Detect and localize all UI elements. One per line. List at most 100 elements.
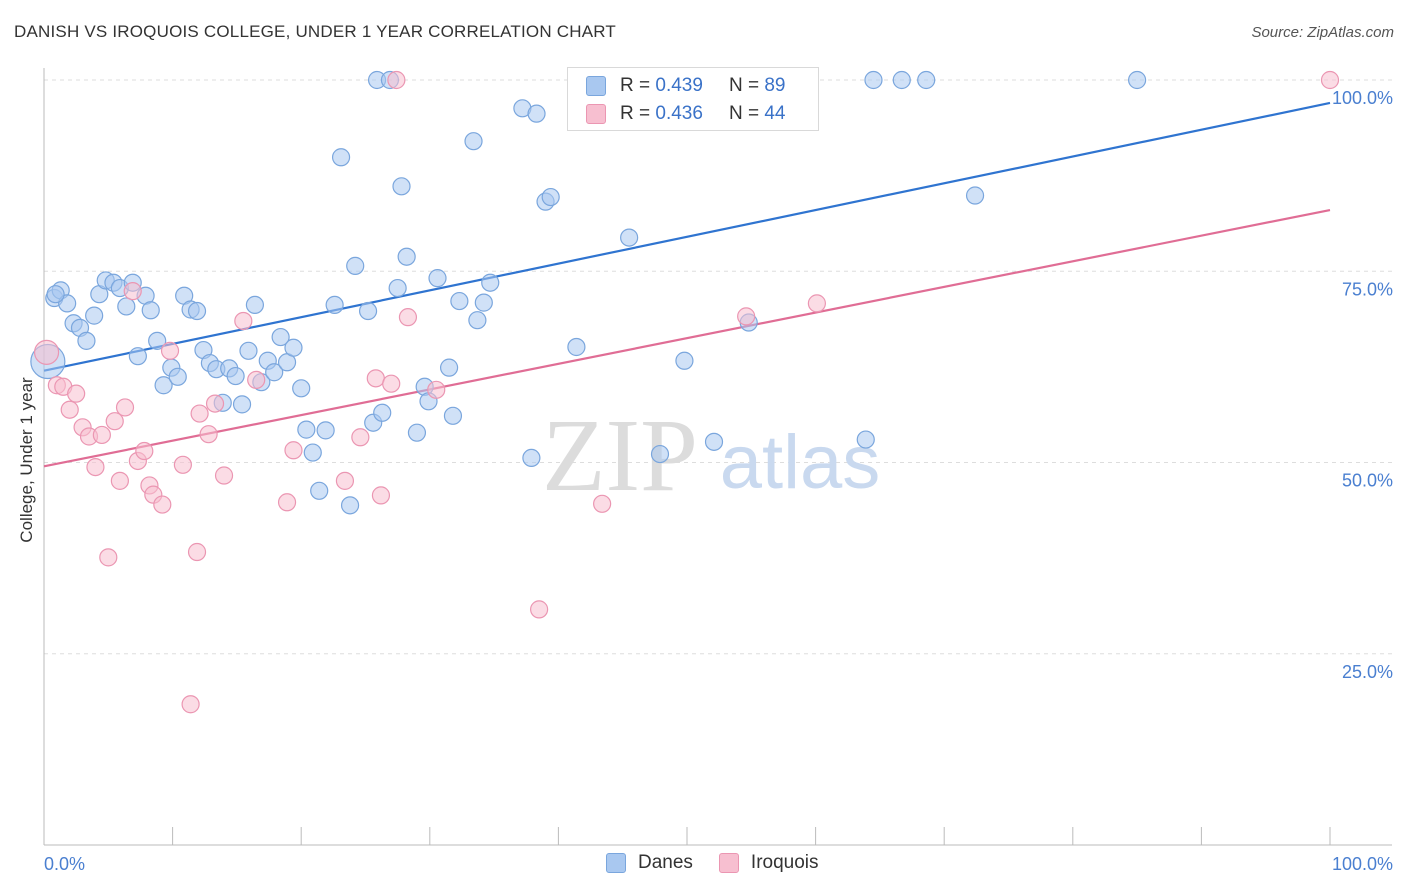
data-point-danes [77,331,96,350]
data-point-iroquois [277,493,297,512]
data-point-danes [316,421,335,440]
data-point-danes [271,327,290,347]
data-point-danes [1127,70,1147,90]
data-point-danes [245,295,265,315]
data-point-iroquois [92,425,111,445]
data-point-iroquois [351,428,370,447]
source-label: Source: ZipAtlas.com [1251,24,1394,41]
data-point-iroquois [199,425,218,444]
n-label: N = [728,75,760,96]
data-point-iroquois [807,294,826,313]
data-point-danes [704,432,724,451]
data-point-danes [265,363,284,382]
data-point-iroquois [153,495,172,514]
data-point-danes [650,444,670,464]
data-point-iroquois [247,370,266,389]
data-point-iroquois [105,412,124,431]
iroquois-swatch [718,853,739,873]
series-legend: Danes Iroquois [606,852,845,874]
trend-line-iroquois [43,208,1331,468]
data-point-danes [464,132,483,151]
trend-line-danes [43,101,1331,372]
data-point-iroquois [366,369,385,388]
data-point-iroquois [427,380,446,399]
data-point-danes [331,148,351,167]
data-point-danes [154,376,173,395]
data-point-danes [232,395,252,414]
data-point-danes [428,269,447,288]
data-point-iroquois [284,441,303,460]
data-point-danes [85,306,104,325]
y-tick-label: 75.0% [1342,279,1393,299]
data-point-danes [46,285,65,304]
data-point-danes [187,301,207,321]
data-point-danes [856,430,875,449]
danes-swatch [586,76,606,96]
legend-danes-label: Danes [638,852,693,873]
data-point-iroquois [530,600,549,619]
data-point-iroquois [190,404,209,423]
data-point-danes [292,379,311,398]
data-point-iroquois [205,394,225,413]
data-point-danes [450,291,469,311]
data-point-danes [407,423,427,442]
data-point-danes [522,448,541,468]
data-point-danes [481,273,500,292]
data-point-danes [439,358,459,377]
data-point-danes [226,366,245,386]
data-point-danes [527,104,546,123]
data-point-iroquois [160,341,180,360]
watermark-zip: ZIP [542,398,698,513]
data-point-danes [297,420,316,439]
data-point-iroquois [371,486,391,505]
data-point-iroquois [86,457,105,477]
x-tick-label: 100.0% [1332,854,1393,874]
data-point-danes [310,481,329,500]
legend-item-danes[interactable]: Danes [606,852,693,874]
data-point-danes [892,70,911,90]
y-tick-label: 50.0% [1342,471,1393,491]
trend-lines [43,101,1331,468]
data-point-iroquois [173,455,192,474]
y-axis-label: College, Under 1 year [17,377,36,543]
data-point-danes [148,331,167,350]
n-label: N = [728,103,760,124]
data-point-iroquois [214,466,234,485]
data-point-iroquois [398,308,418,327]
n-value: 89 [764,75,786,96]
data-point-iroquois [382,374,401,393]
data-point-danes [128,347,147,366]
data-point-iroquois [737,307,756,326]
data-point-danes [284,338,303,357]
data-point-danes [443,406,463,425]
data-point-danes [965,186,985,205]
data-point-danes [567,337,586,357]
data-point-danes [239,341,258,360]
data-point-danes [346,256,365,275]
data-point-iroquois [33,339,60,365]
gridlines [44,79,1392,655]
data-point-danes [474,293,493,312]
data-point-danes [358,301,378,321]
data-point-danes [620,228,639,247]
data-point-iroquois [123,282,142,301]
data-point-danes [864,70,883,90]
r-value: 0.439 [655,75,703,96]
data-point-iroquois [99,548,118,567]
tick-labels: 25.0% 50.0% 75.0% 100.0% 0.0% 100.0% [44,88,1393,874]
data-point-iroquois [387,70,406,90]
legend-item-iroquois[interactable]: Iroquois [718,852,819,874]
data-point-iroquois [135,441,154,461]
data-point-danes [468,311,487,330]
data-point-danes [541,187,560,207]
x-tick-label: 0.0% [44,854,85,874]
data-point-iroquois [187,542,207,562]
iroquois-swatch [586,104,606,124]
data-point-iroquois [335,471,355,490]
data-point-iroquois [60,400,79,419]
r-value: 0.436 [655,103,703,124]
legend-row-iroquois: R = 0.436 N = 44 [586,102,785,126]
data-point-iroquois [1320,70,1340,90]
y-tick-label: 25.0% [1342,662,1393,682]
